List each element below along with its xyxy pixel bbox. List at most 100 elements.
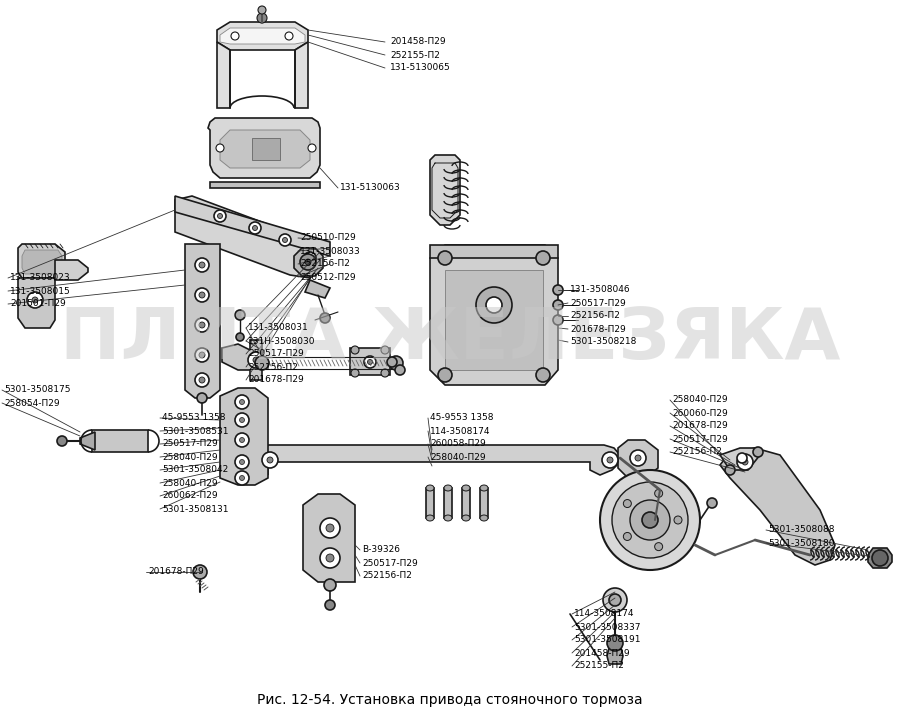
Ellipse shape <box>218 213 222 218</box>
Ellipse shape <box>285 32 293 40</box>
Polygon shape <box>720 448 760 470</box>
Ellipse shape <box>462 515 470 521</box>
Ellipse shape <box>426 515 434 521</box>
Ellipse shape <box>476 287 512 323</box>
Ellipse shape <box>195 373 209 387</box>
Ellipse shape <box>753 447 763 457</box>
Text: 252156-П2: 252156-П2 <box>248 362 298 372</box>
Polygon shape <box>220 130 310 168</box>
Ellipse shape <box>364 356 376 368</box>
Ellipse shape <box>235 455 249 469</box>
Ellipse shape <box>635 455 641 461</box>
Polygon shape <box>305 280 330 298</box>
Polygon shape <box>220 28 305 44</box>
Ellipse shape <box>262 452 278 468</box>
Polygon shape <box>426 488 434 518</box>
Polygon shape <box>208 118 320 178</box>
Text: 131-3508023: 131-3508023 <box>10 273 70 283</box>
Ellipse shape <box>654 489 662 497</box>
Ellipse shape <box>602 452 618 468</box>
Ellipse shape <box>216 144 224 152</box>
Ellipse shape <box>480 515 488 521</box>
Ellipse shape <box>235 310 245 320</box>
Text: В-39326: В-39326 <box>362 545 400 555</box>
Ellipse shape <box>32 297 38 303</box>
Text: 250517-П29: 250517-П29 <box>362 558 418 568</box>
Text: 5301-3508337: 5301-3508337 <box>574 623 641 631</box>
Polygon shape <box>80 432 95 450</box>
Text: 5301-3508088: 5301-3508088 <box>768 526 834 534</box>
Polygon shape <box>217 42 230 108</box>
Text: 250517-П29: 250517-П29 <box>672 435 728 443</box>
Polygon shape <box>618 440 658 478</box>
Ellipse shape <box>320 313 330 323</box>
Polygon shape <box>294 248 323 276</box>
Text: 201678-П29: 201678-П29 <box>248 375 304 385</box>
Ellipse shape <box>553 300 563 310</box>
Ellipse shape <box>381 369 389 377</box>
Polygon shape <box>868 548 892 568</box>
Polygon shape <box>430 155 460 225</box>
Polygon shape <box>430 245 558 258</box>
Ellipse shape <box>195 258 209 272</box>
Ellipse shape <box>199 352 205 358</box>
Text: 252156-П2: 252156-П2 <box>570 312 620 320</box>
Text: 45-9553 1358: 45-9553 1358 <box>430 414 493 422</box>
Text: 131-5130065: 131-5130065 <box>390 64 451 72</box>
Ellipse shape <box>253 357 259 363</box>
Ellipse shape <box>199 292 205 298</box>
Ellipse shape <box>438 368 452 382</box>
Ellipse shape <box>444 485 452 491</box>
Polygon shape <box>175 196 320 278</box>
Ellipse shape <box>426 485 434 491</box>
Ellipse shape <box>624 532 631 541</box>
Ellipse shape <box>235 433 249 447</box>
Ellipse shape <box>27 292 43 308</box>
Ellipse shape <box>235 395 249 409</box>
Ellipse shape <box>57 436 67 446</box>
Polygon shape <box>222 340 262 380</box>
Ellipse shape <box>305 259 311 265</box>
Ellipse shape <box>253 226 257 231</box>
Ellipse shape <box>239 437 245 442</box>
Text: 5301-3508131: 5301-3508131 <box>162 505 229 513</box>
Ellipse shape <box>462 485 470 491</box>
Ellipse shape <box>612 482 688 558</box>
Ellipse shape <box>193 565 207 579</box>
Ellipse shape <box>624 500 631 508</box>
Ellipse shape <box>239 476 245 481</box>
Ellipse shape <box>742 459 748 465</box>
Ellipse shape <box>308 144 316 152</box>
Text: 201678-П29: 201678-П29 <box>570 325 626 333</box>
Polygon shape <box>92 430 148 452</box>
Polygon shape <box>720 448 835 565</box>
Ellipse shape <box>195 288 209 302</box>
Ellipse shape <box>609 594 621 606</box>
Text: 252156-П2: 252156-П2 <box>672 448 722 456</box>
Ellipse shape <box>257 13 267 23</box>
Ellipse shape <box>325 600 335 610</box>
Ellipse shape <box>480 485 488 491</box>
Polygon shape <box>18 278 55 328</box>
Text: 201458-П29: 201458-П29 <box>390 38 446 46</box>
Polygon shape <box>210 182 320 188</box>
Ellipse shape <box>236 333 244 341</box>
Ellipse shape <box>387 357 397 367</box>
Ellipse shape <box>255 356 269 370</box>
Text: 131-5130063: 131-5130063 <box>340 184 400 192</box>
Text: 260058-П29: 260058-П29 <box>430 440 486 448</box>
Ellipse shape <box>199 322 205 328</box>
Polygon shape <box>55 260 88 280</box>
Ellipse shape <box>326 554 334 562</box>
Polygon shape <box>22 250 62 274</box>
Text: 250512-П29: 250512-П29 <box>300 273 356 281</box>
Ellipse shape <box>351 346 359 354</box>
Ellipse shape <box>872 550 888 566</box>
Ellipse shape <box>195 348 209 362</box>
Ellipse shape <box>600 470 700 570</box>
Text: 201501-П29: 201501-П29 <box>10 299 66 309</box>
Ellipse shape <box>214 210 226 222</box>
Ellipse shape <box>630 450 646 466</box>
Ellipse shape <box>642 512 658 528</box>
Ellipse shape <box>367 359 373 364</box>
